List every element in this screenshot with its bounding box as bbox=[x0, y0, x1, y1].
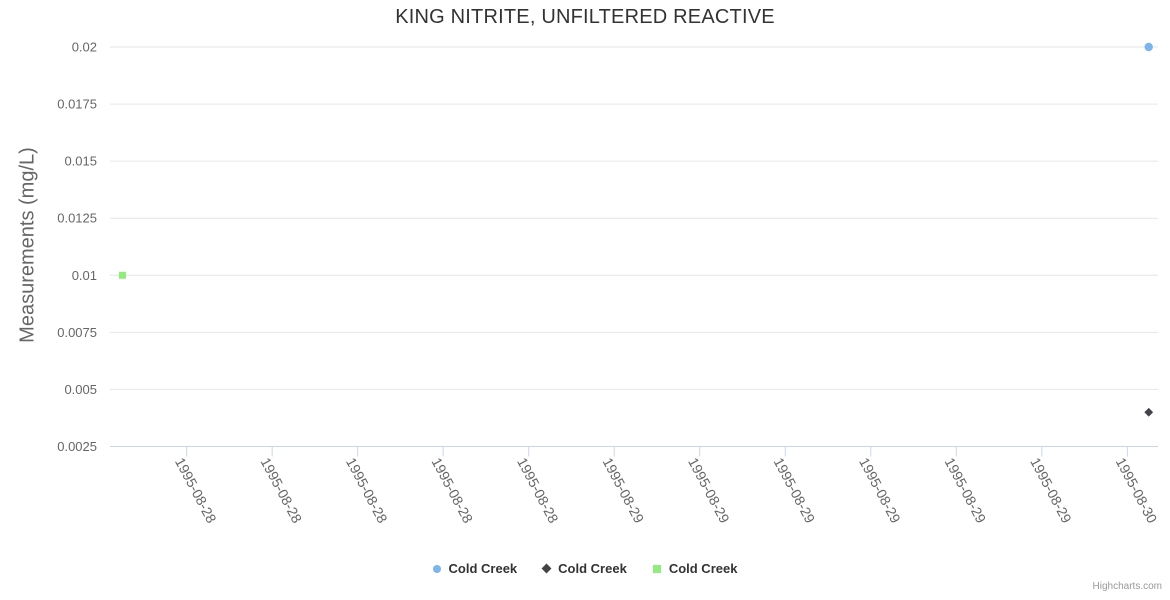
data-point-circle[interactable] bbox=[1144, 42, 1153, 52]
x-axis-label: 1995-08-28 bbox=[429, 455, 477, 526]
y-axis-tick-label: 0.0175 bbox=[57, 97, 97, 112]
legend-item[interactable]: Cold Creek bbox=[652, 561, 738, 576]
legend-item-label: Cold Creek bbox=[558, 561, 627, 576]
legend-item-label: Cold Creek bbox=[448, 561, 518, 576]
legend-marker-diamond-icon bbox=[541, 563, 552, 574]
x-axis-label: 1995-08-28 bbox=[257, 455, 305, 526]
x-axis-label: 1995-08-29 bbox=[1027, 455, 1075, 526]
legend: Cold Creek Cold Creek Cold Creek bbox=[0, 561, 1170, 576]
y-axis-tick-label: 0.02 bbox=[72, 40, 97, 55]
x-axis-label: 1995-08-30 bbox=[1113, 455, 1161, 526]
x-axis-label: 1995-08-29 bbox=[685, 455, 733, 526]
y-axis-tick-label: 0.0125 bbox=[57, 211, 97, 226]
legend-item[interactable]: Cold Creek bbox=[432, 561, 518, 576]
x-axis-label: 1995-08-28 bbox=[514, 455, 562, 526]
chart-title: KING NITRITE, UNFILTERED REACTIVE bbox=[395, 6, 775, 28]
x-axis-label: 1995-08-28 bbox=[172, 455, 220, 526]
y-axis-tick-label: 0.005 bbox=[64, 382, 97, 397]
x-axis-label: 1995-08-28 bbox=[343, 455, 391, 526]
legend-marker-circle-icon bbox=[432, 564, 441, 573]
legend-marker-square-icon bbox=[652, 564, 661, 573]
y-axis-tick-label: 0.015 bbox=[64, 154, 97, 169]
x-axis-label: 1995-08-29 bbox=[942, 455, 990, 526]
data-point-square[interactable] bbox=[118, 271, 126, 279]
y-axis-tick-label: 0.0075 bbox=[57, 325, 97, 340]
legend-item-label: Cold Creek bbox=[668, 561, 738, 576]
legend-item[interactable]: Cold Creek bbox=[541, 561, 627, 576]
data-point-diamond[interactable] bbox=[1144, 407, 1154, 417]
x-axis-label: 1995-08-29 bbox=[600, 455, 648, 526]
x-axis-label: 1995-08-29 bbox=[856, 455, 904, 526]
credits-link[interactable]: Highcharts.com bbox=[1092, 581, 1162, 592]
x-axis-label: 1995-08-29 bbox=[771, 455, 819, 526]
y-axis-tick-label: 0.0025 bbox=[57, 439, 97, 454]
y-axis-tick-label: 0.01 bbox=[72, 268, 97, 283]
